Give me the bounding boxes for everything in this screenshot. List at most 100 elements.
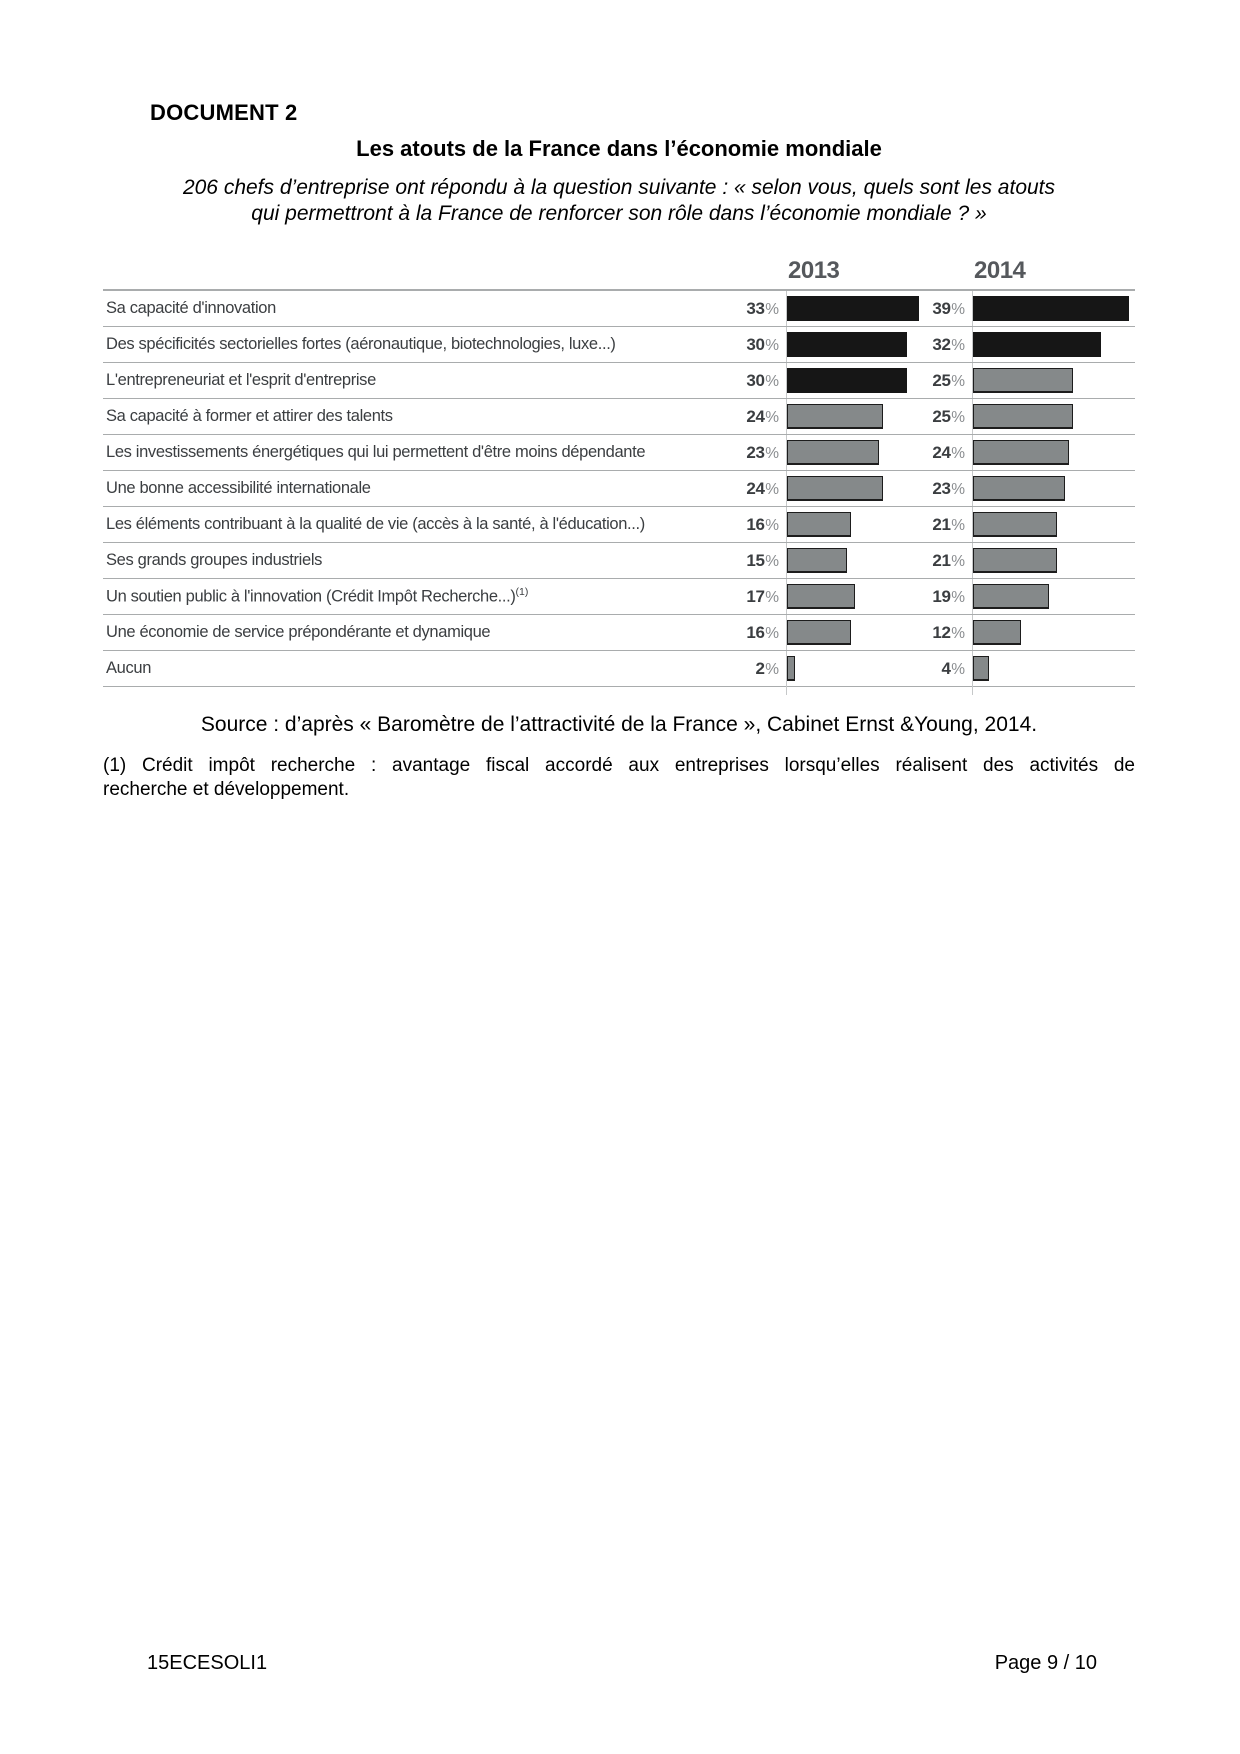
bar-zone-2013 — [786, 651, 932, 686]
bar-zone-2013 — [786, 615, 932, 650]
chart-row: Ses grands groupes industriels 15% 21% — [103, 542, 1135, 578]
row-label: Aucun — [106, 659, 152, 677]
bar-zone-2013 — [786, 507, 932, 542]
row-label: Sa capacité à former et attirer des tale… — [106, 407, 393, 425]
bar-zone-2013 — [786, 579, 932, 614]
bar-zone-2014 — [972, 471, 1135, 506]
source-line: Source : d’après « Baromètre de l’attrac… — [200, 713, 1038, 736]
bar-chart: 2013 2014 Sa capacité d'innovation 33% 39%… — [103, 257, 1135, 695]
column-header-2013: 2013 — [788, 257, 840, 284]
bar-zone-2014 — [972, 327, 1135, 362]
bar-zone-2014 — [972, 435, 1135, 470]
value-2013: 2% — [755, 658, 779, 678]
value-2014: 4% — [941, 658, 965, 678]
bar-2013 — [787, 404, 883, 429]
chart-row: Les investissements énergétiques qui lui… — [103, 434, 1135, 470]
percent-sign: % — [765, 336, 779, 354]
percent-sign: % — [765, 588, 779, 606]
bar-2014 — [973, 440, 1069, 465]
value-2013: 24% — [746, 406, 779, 426]
percent-sign: % — [951, 372, 965, 390]
percent-sign: % — [765, 552, 779, 570]
percent-sign: % — [951, 480, 965, 498]
bar-2013 — [787, 548, 847, 573]
value-2014: 24% — [932, 442, 965, 462]
axis-line-2013 — [786, 290, 787, 695]
column-header-2014: 2014 — [974, 257, 1026, 284]
value-2014: 25% — [932, 370, 965, 390]
bar-2013 — [787, 368, 907, 393]
footnote: (1) Crédit impôt recherche : avantage fi… — [103, 754, 1135, 802]
bar-2013 — [787, 476, 883, 501]
bar-zone-2014 — [972, 507, 1135, 542]
footer-page-number: Page 9 / 10 — [994, 1652, 1097, 1674]
percent-sign: % — [765, 372, 779, 390]
value-2013: 16% — [746, 622, 779, 642]
chart-subtitle: 206 chefs d’entreprise ont répondu à la … — [103, 175, 1135, 227]
bar-zone-2013 — [786, 363, 932, 398]
bar-2014 — [973, 620, 1021, 645]
chart-column-headers: 2013 2014 — [103, 257, 1135, 285]
chart-row: Sa capacité à former et attirer des tale… — [103, 398, 1135, 434]
value-2014: 21% — [932, 514, 965, 534]
value-2013: 24% — [746, 478, 779, 498]
percent-sign: % — [951, 624, 965, 642]
page-footer: 15ECESOLI1 Page 9 / 10 — [147, 1652, 1097, 1675]
subtitle-line-1: 206 chefs d’entreprise ont répondu à la … — [182, 176, 1056, 199]
bar-zone-2013 — [786, 543, 932, 578]
bar-2013 — [787, 440, 879, 465]
bar-2013 — [787, 656, 795, 681]
value-2013: 33% — [746, 298, 779, 318]
value-2014: 19% — [932, 586, 965, 606]
bar-2013 — [787, 332, 907, 357]
percent-sign: % — [765, 660, 779, 678]
bar-2013 — [787, 584, 855, 609]
value-2014: 12% — [932, 622, 965, 642]
chart-row: L'entrepreneuriat et l'esprit d'entrepri… — [103, 362, 1135, 398]
bar-zone-2013 — [786, 327, 932, 362]
bar-2014 — [973, 296, 1129, 321]
bar-zone-2013 — [786, 399, 932, 434]
footnote-line-1: (1) Crédit impôt recherche : avantage fi… — [103, 755, 1135, 776]
bar-zone-2014 — [972, 291, 1135, 326]
chart-row: Des spécificités sectorielles fortes (aé… — [103, 326, 1135, 362]
value-2013: 30% — [746, 334, 779, 354]
bar-2013 — [787, 512, 851, 537]
chart-row: Une économie de service prépondérante et… — [103, 614, 1135, 650]
bar-2014 — [973, 584, 1049, 609]
row-label: Un soutien public à l'innovation (Crédit… — [106, 586, 529, 606]
chart-row: Sa capacité d'innovation 33% 39% — [103, 290, 1135, 326]
row-label: Ses grands groupes industriels — [106, 551, 323, 569]
bar-zone-2014 — [972, 399, 1135, 434]
percent-sign: % — [951, 336, 965, 354]
value-2014: 21% — [932, 550, 965, 570]
percent-sign: % — [951, 552, 965, 570]
row-label: L'entrepreneuriat et l'esprit d'entrepri… — [106, 371, 376, 389]
value-2013: 23% — [746, 442, 779, 462]
percent-sign: % — [765, 300, 779, 318]
bar-2014 — [973, 476, 1065, 501]
bar-2014 — [973, 656, 989, 681]
chart-rows: Sa capacité d'innovation 33% 39% Des spécif… — [103, 289, 1135, 695]
bar-2014 — [973, 548, 1057, 573]
percent-sign: % — [765, 444, 779, 462]
value-2014: 25% — [932, 406, 965, 426]
percent-sign: % — [951, 516, 965, 534]
percent-sign: % — [951, 300, 965, 318]
footnote-marker: (1) — [515, 586, 529, 599]
percent-sign: % — [951, 588, 965, 606]
percent-sign: % — [765, 516, 779, 534]
footer-exam-code: 15ECESOLI1 — [147, 1652, 268, 1674]
chart-row: Une bonne accessibilité internationale 24… — [103, 470, 1135, 506]
value-2013: 15% — [746, 550, 779, 570]
subtitle-line-2: qui permettront à la France de renforcer… — [251, 202, 987, 225]
value-2014: 23% — [932, 478, 965, 498]
percent-sign: % — [765, 408, 779, 426]
bar-zone-2014 — [972, 651, 1135, 686]
value-2014: 39% — [932, 298, 965, 318]
bar-zone-2014 — [972, 579, 1135, 614]
chart-row: Les éléments contribuant à la qualité de… — [103, 506, 1135, 542]
bar-zone-2014 — [972, 615, 1135, 650]
document-label: DOCUMENT 2 — [150, 100, 298, 125]
